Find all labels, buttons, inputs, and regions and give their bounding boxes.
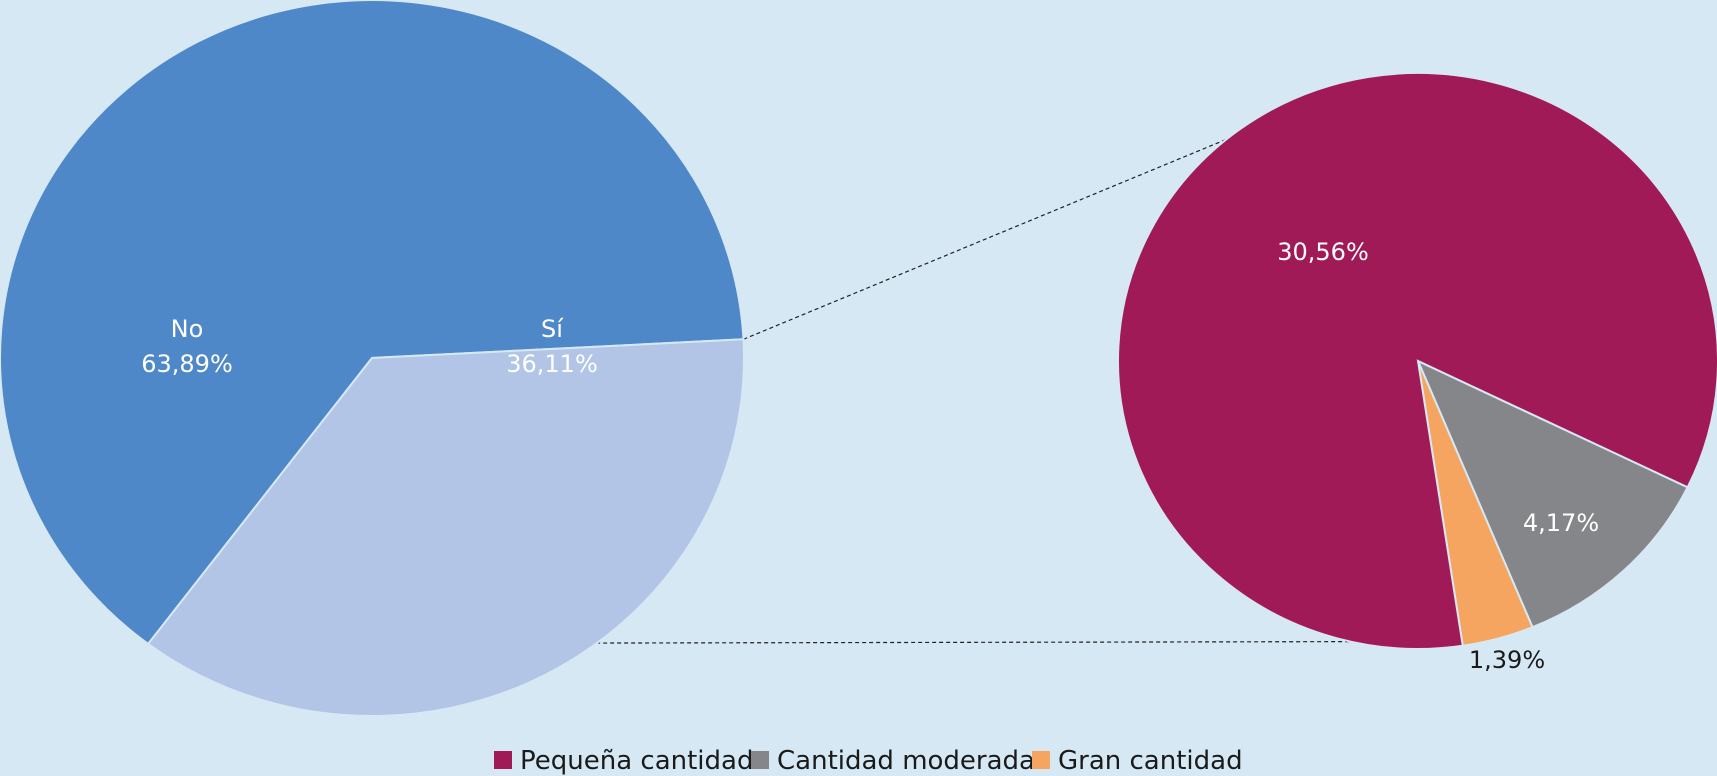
breakdown-pie xyxy=(1117,72,1717,650)
legend-swatch-gran-cantidad xyxy=(1032,751,1050,769)
legend-label-pequena-cantidad: Pequeña cantidad xyxy=(520,746,753,776)
main-pie-labels: No 63,89% Sí 36,11% xyxy=(141,315,598,378)
slice-label-pequena-value: 30,56% xyxy=(1277,238,1369,266)
legend-swatch-cantidad-moderada xyxy=(751,751,769,769)
legend: Pequeña cantidad Cantidad moderada Gran … xyxy=(494,746,1243,776)
slice-pequena-cantidad xyxy=(1117,72,1717,650)
slice-si xyxy=(146,338,745,717)
slice-label-si-value: 36,11% xyxy=(506,350,598,378)
slice-label-moderada-value: 4,17% xyxy=(1523,509,1599,537)
slice-label-gran-value: 1,39% xyxy=(1469,646,1545,674)
legend-label-gran-cantidad: Gran cantidad xyxy=(1058,746,1243,776)
slice-label-no-value: 63,89% xyxy=(141,350,233,378)
slice-label-no-name: No xyxy=(171,315,204,343)
legend-entry-cantidad-moderada: Cantidad moderada xyxy=(751,746,1035,776)
legend-swatch-pequena-cantidad xyxy=(494,751,512,769)
main-pie xyxy=(0,0,745,717)
breakdown-pie-labels: 30,56% 4,17% 1,39% xyxy=(1277,238,1599,674)
legend-entry-pequena-cantidad: Pequeña cantidad xyxy=(494,746,753,776)
slice-label-si-name: Sí xyxy=(541,315,564,343)
legend-label-cantidad-moderada: Cantidad moderada xyxy=(777,746,1035,776)
slice-cantidad-moderada xyxy=(1416,358,1689,629)
legend-entry-gran-cantidad: Gran cantidad xyxy=(1032,746,1243,776)
connector-line-bottom xyxy=(148,641,1351,645)
slice-no xyxy=(0,0,745,646)
